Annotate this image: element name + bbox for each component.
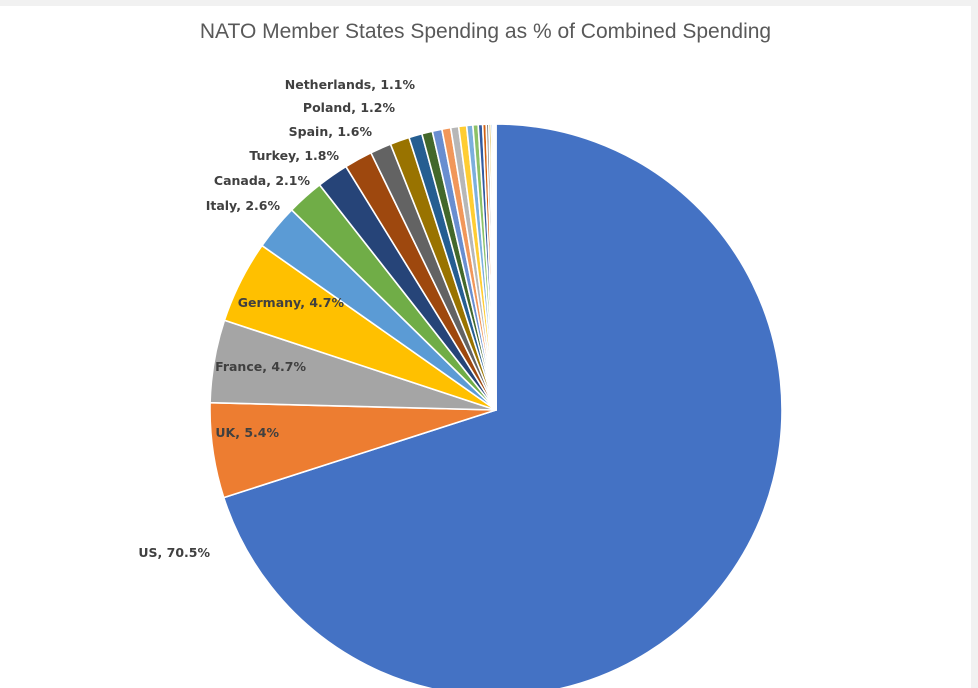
- slice-label-france: France, 4.7%: [215, 359, 306, 374]
- pie-slices: [209, 123, 783, 688]
- slice-label-poland: Poland, 1.2%: [303, 100, 396, 115]
- slice-label-turkey: Turkey, 1.8%: [249, 148, 339, 163]
- slice-label-germany: Germany, 4.7%: [238, 295, 345, 310]
- slice-label-uk: UK, 5.4%: [215, 425, 279, 440]
- pie-labels: US, 70.5% UK, 5.4% France, 4.7% Germany, 4.…: [138, 77, 415, 560]
- pie-slice-other-25: [494, 123, 497, 411]
- slice-label-italy: Italy, 2.6%: [206, 198, 281, 213]
- slice-label-us: US, 70.5%: [138, 545, 210, 560]
- chart-title: NATO Member States Spending as % of Comb…: [199, 20, 772, 43]
- slice-label-netherlands: Netherlands, 1.1%: [285, 77, 416, 92]
- slice-label-spain: Spain, 1.6%: [289, 124, 373, 139]
- slice-label-canada: Canada, 2.1%: [214, 173, 311, 188]
- pie-slice-us: [222, 123, 783, 688]
